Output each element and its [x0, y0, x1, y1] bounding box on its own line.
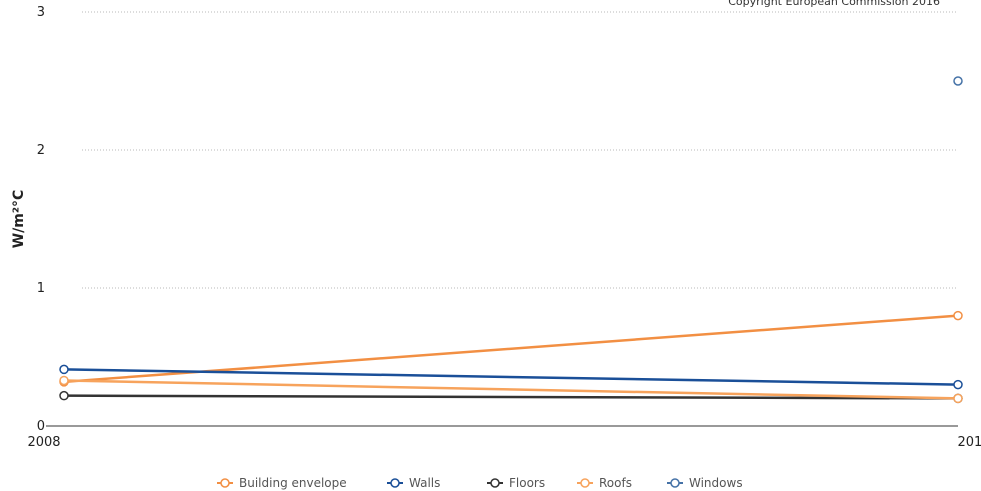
legend-marker-icon [580, 478, 590, 488]
y-tick-label: 1 [37, 281, 45, 296]
x-tick-label: 2014 [957, 435, 981, 450]
legend-item[interactable]: Roofs [577, 476, 632, 490]
legend-marker-icon [490, 478, 500, 488]
chart-credit: Copyright European Commission 2016 [728, 0, 940, 8]
data-point[interactable] [953, 393, 963, 404]
legend-label: Walls [409, 476, 440, 490]
data-point[interactable] [953, 379, 963, 390]
series-line [63, 394, 959, 400]
data-point[interactable] [59, 390, 69, 401]
legend-label: Windows [689, 476, 743, 490]
data-point[interactable] [59, 375, 69, 386]
legend[interactable]: Building envelope Walls Floors Roofs Windows [217, 476, 743, 490]
legend-marker-icon [390, 478, 400, 488]
data-point[interactable] [953, 310, 963, 321]
axis-layer: 0 1 2 3 2008 2014 [27, 5, 981, 450]
legend-label: Floors [509, 476, 545, 490]
series-line [63, 368, 959, 386]
data-point[interactable] [953, 76, 963, 86]
legend-label: Roofs [599, 476, 632, 490]
series-layer [59, 76, 963, 404]
grid-layer [46, 11, 958, 427]
y-tick-label: 0 [37, 419, 45, 434]
x-tick-label: 2008 [27, 435, 60, 450]
legend-marker-icon [220, 478, 230, 488]
legend-label: Building envelope [239, 476, 347, 490]
series-line [63, 379, 959, 400]
y-tick-label: 3 [37, 5, 45, 20]
legend-item[interactable]: Floors [487, 476, 545, 490]
legend-marker-icon [670, 478, 680, 488]
y-axis-title: W/m²°C [11, 190, 27, 249]
legend-item[interactable]: Windows [667, 476, 743, 490]
legend-item[interactable]: Walls [387, 476, 440, 490]
legend-item[interactable]: Building envelope [217, 476, 347, 490]
data-point[interactable] [59, 364, 69, 375]
y-tick-label: 2 [37, 143, 45, 158]
